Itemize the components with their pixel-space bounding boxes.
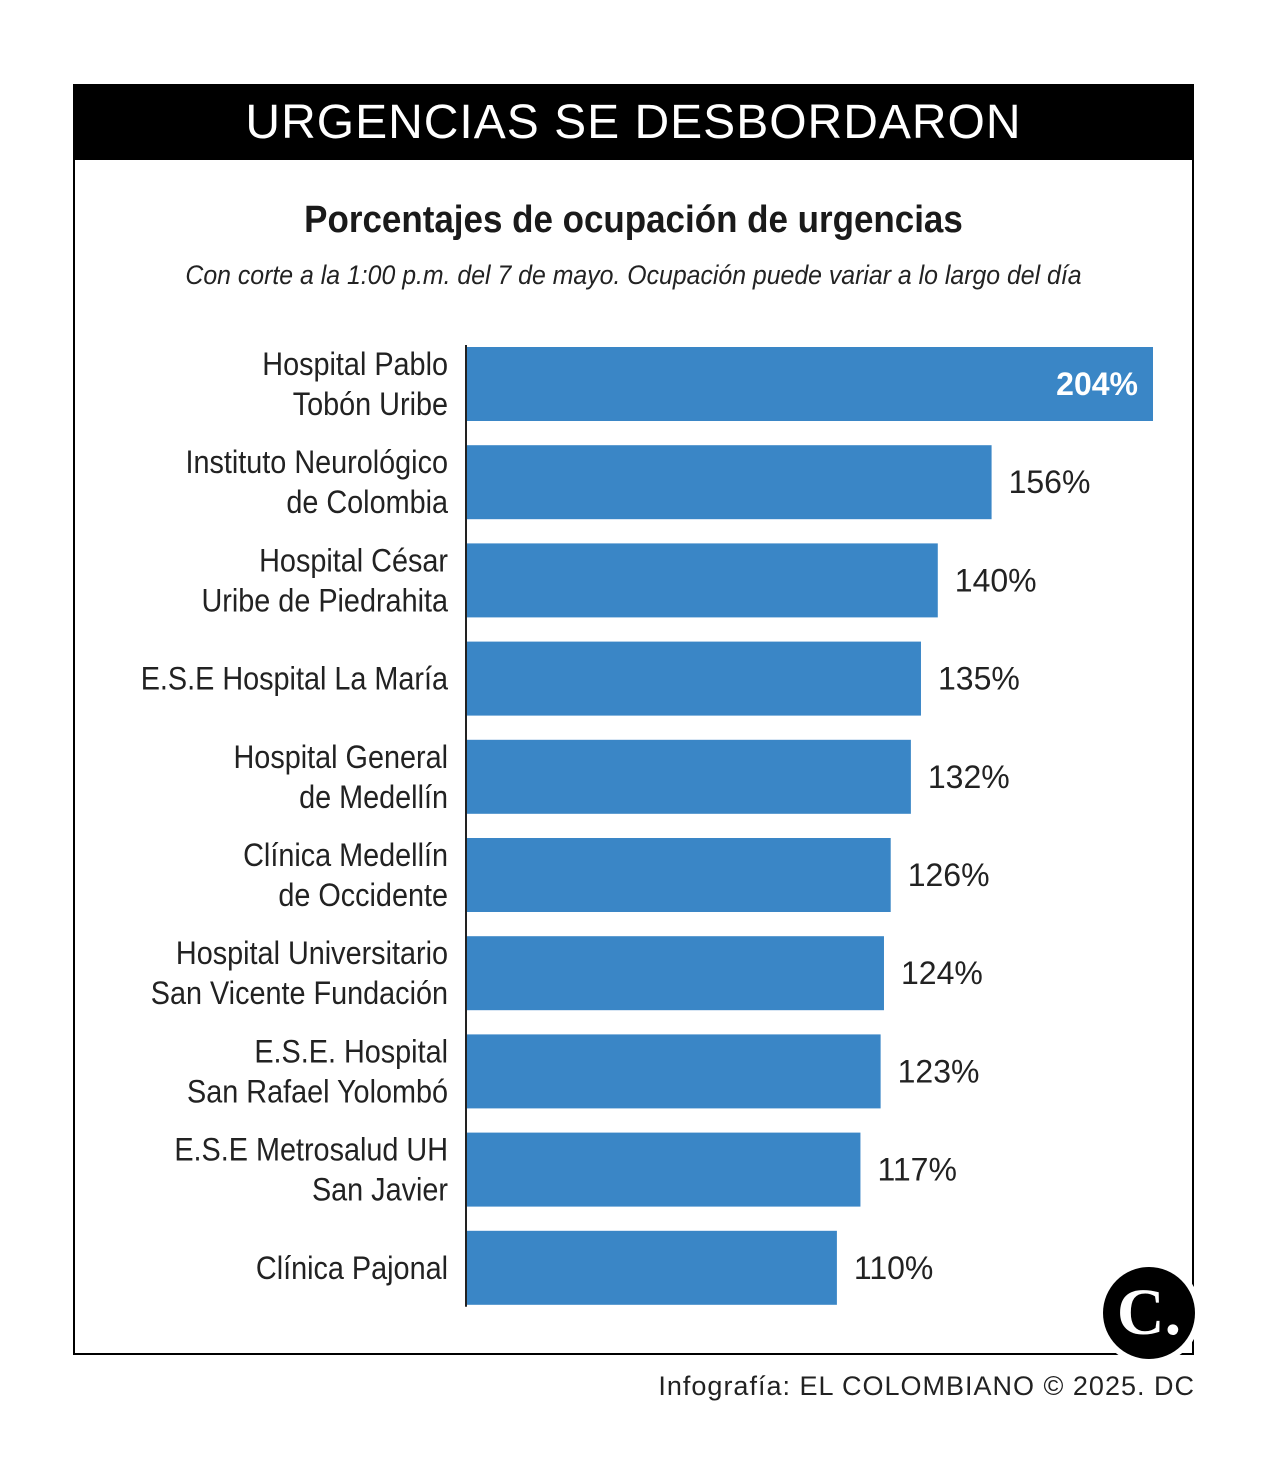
banner-title: URGENCIAS SE DESBORDARON xyxy=(75,86,1192,160)
category-label-line: Uribe de Piedrahita xyxy=(201,583,448,619)
chart-subtitle: Con corte a la 1:00 p.m. del 7 de mayo. … xyxy=(185,260,1082,290)
category-label: Clínica Pajonal xyxy=(256,1250,448,1286)
category-label: E.S.E Hospital La María xyxy=(141,661,448,697)
category-label-line: Clínica Medellín xyxy=(243,838,448,874)
bar xyxy=(467,838,891,912)
category-label-line: de Occidente xyxy=(278,878,448,914)
bar xyxy=(467,1034,881,1109)
value-label: 124% xyxy=(901,955,983,991)
category-label: Instituto Neurológico de Colombia xyxy=(185,445,448,521)
value-label: 156% xyxy=(1009,464,1091,500)
category-label-line: de Medellín xyxy=(299,779,448,815)
bar xyxy=(467,641,921,716)
category-label-line: San Rafael Yolombó xyxy=(187,1074,448,1110)
category-label-line: Hospital Pablo xyxy=(262,347,448,383)
value-label: 117% xyxy=(877,1152,956,1188)
category-label: E.S.E Metrosalud UH San Javier xyxy=(174,1132,448,1208)
credit-text: Infografía: EL COLOMBIANO © 2025. DC xyxy=(658,1371,1195,1401)
category-label-line: de Colombia xyxy=(286,485,448,521)
category-label-line: San Javier xyxy=(312,1172,448,1208)
category-label-line: E.S.E Metrosalud UH xyxy=(174,1132,448,1168)
category-label-line: Tobón Uribe xyxy=(293,387,448,423)
category-label: Hospital General de Medellín xyxy=(234,739,448,815)
bar xyxy=(467,1132,861,1207)
bar xyxy=(467,739,911,814)
bar xyxy=(467,1230,837,1305)
value-label: 132% xyxy=(928,759,1010,795)
bar xyxy=(467,936,884,1011)
category-label: Hospital César Uribe de Piedrahita xyxy=(201,543,448,619)
category-label-line: Clínica Pajonal xyxy=(256,1250,448,1286)
value-label: 110% xyxy=(854,1250,933,1286)
bar xyxy=(467,543,938,618)
category-label-line: Instituto Neurológico xyxy=(185,445,448,481)
value-label: 135% xyxy=(938,661,1020,697)
category-label-line: Hospital General xyxy=(234,739,448,775)
value-label: 204% xyxy=(1056,366,1138,402)
category-label-line: Hospital Universitario xyxy=(176,936,448,972)
category-label-line: E.S.E Hospital La María xyxy=(141,661,448,697)
chart-title: Porcentajes de ocupación de urgencias xyxy=(304,199,963,241)
bar xyxy=(467,347,1153,421)
category-label-line: E.S.E. Hospital xyxy=(254,1034,448,1070)
el-colombiano-logo: C. xyxy=(1103,1267,1195,1359)
category-label: Clínica Medellín de Occidente xyxy=(243,838,448,914)
category-label: Hospital Pablo Tobón Uribe xyxy=(262,347,448,423)
bar xyxy=(467,445,992,520)
value-label: 123% xyxy=(898,1053,980,1089)
category-label-line: Hospital César xyxy=(259,543,448,579)
category-label: E.S.E. Hospital San Rafael Yolombó xyxy=(187,1034,448,1110)
category-label-line: San Vicente Fundación xyxy=(151,976,448,1012)
value-label: 140% xyxy=(955,562,1037,598)
value-label: 126% xyxy=(908,857,990,893)
category-label: Hospital Universitario San Vicente Fundac… xyxy=(151,936,448,1012)
